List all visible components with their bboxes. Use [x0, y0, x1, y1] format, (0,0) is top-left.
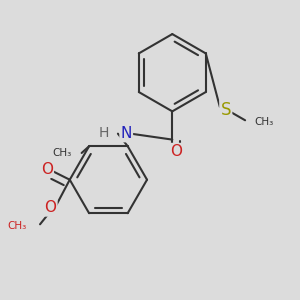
Text: O: O	[41, 162, 53, 177]
Text: CH₃: CH₃	[52, 148, 71, 158]
Text: O: O	[44, 200, 56, 215]
Text: CH₃: CH₃	[8, 221, 27, 231]
Text: N: N	[121, 126, 132, 141]
Text: O: O	[170, 144, 182, 159]
Text: CH₃: CH₃	[254, 117, 273, 127]
Text: H: H	[99, 126, 109, 140]
Text: S: S	[220, 101, 231, 119]
